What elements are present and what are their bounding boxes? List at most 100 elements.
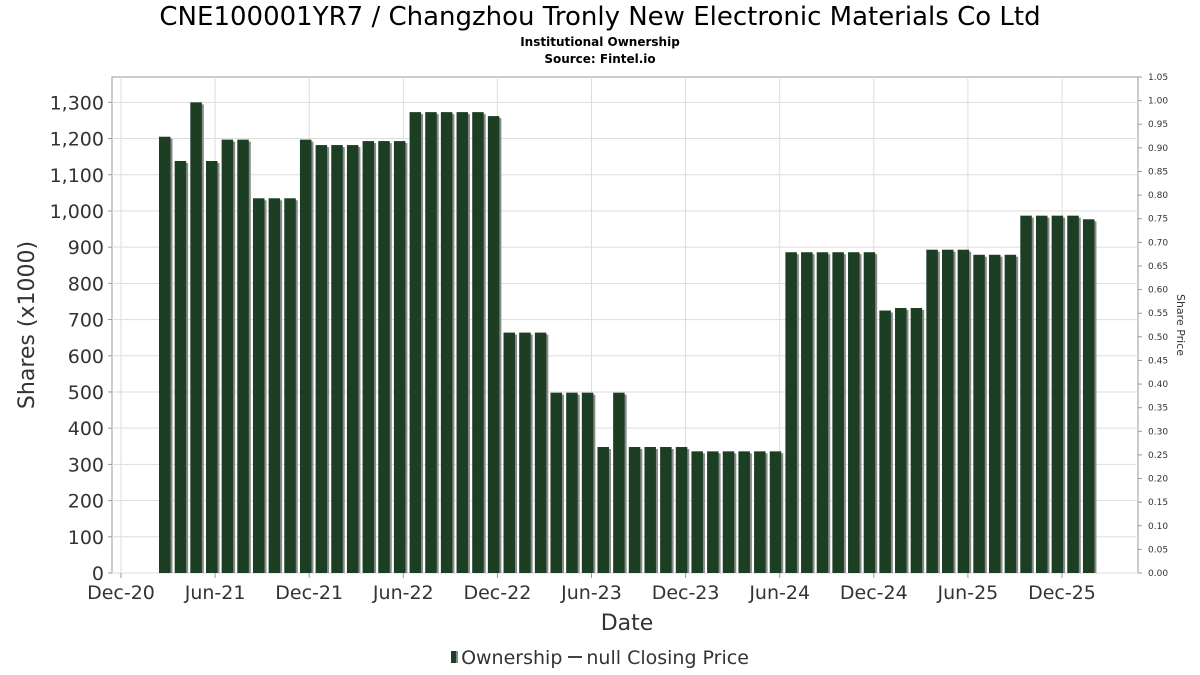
ownership-bar: [315, 145, 328, 573]
ownership-bar: [440, 112, 453, 573]
ownership-bar: [785, 252, 797, 574]
y2-tick-label: 0.50: [1148, 333, 1168, 343]
ownership-bar: [456, 112, 469, 573]
ownership-legend-label: Ownership: [461, 647, 563, 669]
ownership-bar: [942, 249, 954, 573]
ownership-bar: [268, 198, 281, 573]
y2-tick-label: 0.35: [1148, 404, 1168, 414]
y-tick-label: 1,100: [50, 165, 104, 187]
y-tick-label: 300: [68, 454, 104, 476]
ownership-bar: [1035, 215, 1048, 573]
ownership-bar: [519, 332, 531, 573]
chart-source: Source: Fintel.io: [544, 52, 656, 66]
x-tick-label: Jun-23: [560, 582, 622, 604]
ownership-bar: [346, 145, 359, 573]
ownership-bar: [988, 254, 1001, 574]
price-legend-line: [568, 656, 583, 658]
ownership-bar: [801, 252, 813, 574]
y2-tick-label: 0.55: [1148, 309, 1168, 319]
ownership-bar: [1067, 215, 1079, 573]
x-tick-label: Dec-25: [1028, 582, 1096, 604]
ownership-bar: [378, 141, 390, 573]
ownership-bar: [1004, 254, 1017, 574]
x-tick-label: Jun-25: [937, 582, 999, 604]
ownership-bar: [581, 392, 594, 573]
ownership-bar: [550, 392, 562, 573]
ownership-chart: 0 100 200 300 400 500 600 700 800 900 1,000 1,100 1,…: [15, 73, 1187, 636]
legend: Ownership null Closing Price: [0, 647, 1200, 669]
ownership-bar: [613, 392, 625, 573]
ownership-bar: [973, 254, 985, 574]
ownership-bar: [644, 447, 656, 573]
y2-tick-label: 0.95: [1148, 120, 1168, 130]
y-axis-title: Shares (x1000): [15, 241, 40, 409]
x-tick-label: Dec-22: [463, 582, 531, 604]
ownership-bar: [221, 139, 234, 573]
x-tick-label: Dec-23: [652, 582, 720, 604]
ownership-bar: [754, 451, 766, 573]
ownership-bar: [707, 451, 719, 573]
ownership-bar: [660, 447, 672, 573]
ownership-bar: [503, 332, 516, 573]
ownership-bar: [832, 252, 844, 574]
ownership-bar: [738, 451, 750, 573]
ownership-bar: [926, 249, 938, 573]
y2-tick-label: 0.65: [1148, 262, 1168, 272]
y2-tick-label: 0.05: [1148, 545, 1168, 555]
ownership-bar: [675, 447, 688, 573]
ownership-bar: [1082, 219, 1095, 574]
y2-tick-label: 0.60: [1148, 286, 1168, 296]
ownership-bar: [848, 252, 860, 574]
x-tick-label: Dec-24: [840, 582, 908, 604]
x-tick-label: Jun-22: [372, 582, 434, 604]
ownership-bar: [722, 451, 735, 573]
x-tick-label: Jun-24: [748, 582, 810, 604]
ownership-bar: [895, 307, 907, 573]
y-tick-label: 400: [68, 418, 104, 440]
ownership-bar: [472, 112, 484, 573]
ownership-bar: [597, 447, 609, 573]
ownership-bar: [409, 112, 422, 573]
ownership-bar: [362, 141, 375, 573]
ownership-bar: [628, 447, 641, 573]
ownership-bar: [566, 392, 578, 573]
ownership-bar: [816, 252, 829, 574]
price-legend-label: null Closing Price: [586, 647, 749, 669]
y2-tick-label: 0.90: [1148, 144, 1168, 154]
ownership-bar: [487, 116, 500, 573]
y2-tick-label: 0.45: [1148, 356, 1168, 366]
y2-tick-label: 0.30: [1148, 427, 1168, 437]
y-tick-label: 0: [92, 563, 104, 585]
ownership-bar: [910, 307, 923, 573]
ownership-bar: [252, 198, 265, 573]
y-tick-label: 1,200: [50, 129, 104, 151]
ownership-bar: [1020, 215, 1032, 573]
ownership-bar: [769, 451, 782, 573]
ownership-bar: [174, 160, 187, 574]
y2-tick-label: 0.85: [1148, 167, 1168, 177]
y-tick-label: 800: [68, 273, 104, 295]
ownership-bar: [190, 102, 202, 573]
ownership-bar: [237, 139, 249, 573]
ownership-bar: [284, 198, 296, 573]
y-tick-label: 600: [68, 346, 104, 368]
ownership-bar: [205, 160, 218, 574]
y2-tick-label: 1.00: [1148, 97, 1168, 107]
x-tick-label: Dec-20: [87, 582, 155, 604]
y2-tick-label: 1.05: [1148, 73, 1168, 83]
ownership-bar: [957, 249, 970, 573]
ownership-bar: [879, 310, 891, 573]
x-tick-label: Dec-21: [275, 582, 343, 604]
y-tick-label: 700: [68, 310, 104, 332]
y-tick-label: 1,300: [50, 92, 104, 114]
y-tick-label: 900: [68, 237, 104, 259]
y-tick-label: 1,000: [50, 201, 104, 223]
y2-tick-label: 0.80: [1148, 191, 1168, 201]
y2-tick-label: 0.00: [1148, 569, 1168, 579]
ownership-bar: [863, 252, 876, 574]
y2-tick-label: 0.20: [1148, 475, 1168, 485]
y-tick-label: 500: [68, 382, 104, 404]
y2-axis-title: Share Price: [1174, 294, 1187, 356]
y2-tick-label: 0.75: [1148, 215, 1168, 225]
ownership-bar: [331, 145, 343, 573]
